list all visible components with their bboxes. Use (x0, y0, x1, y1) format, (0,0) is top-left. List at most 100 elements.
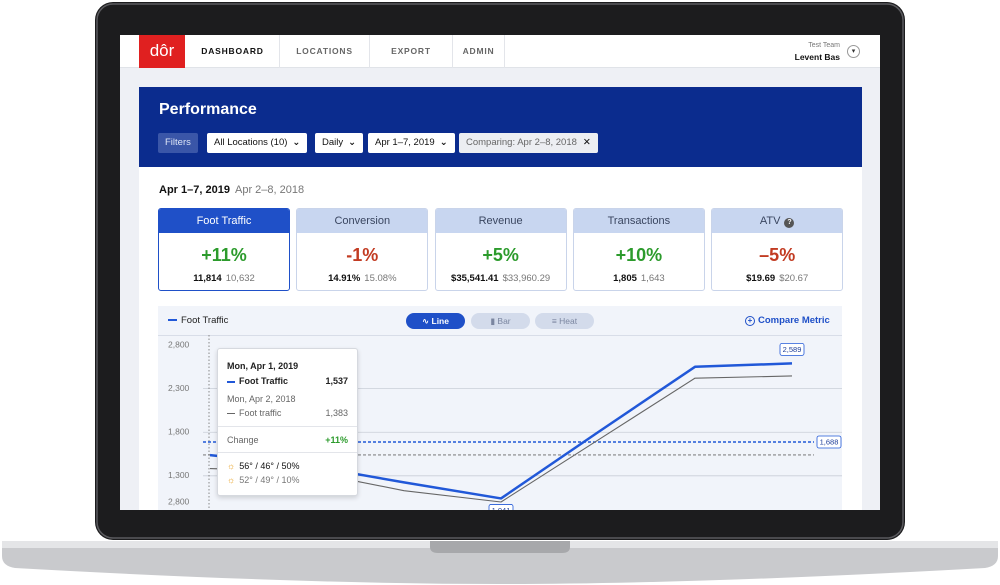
view-icon: ▮ (490, 316, 498, 326)
current-range: Apr 1–7, 2019 (159, 184, 230, 196)
metric-header: Conversion (297, 209, 428, 233)
legend-swatch (168, 319, 177, 322)
metric-header: Foot Traffic (159, 209, 289, 233)
change-value: +11% (325, 435, 348, 445)
filter-chip[interactable]: All Locations (10) ⌄ (207, 133, 308, 153)
metric-current: 1,805 (613, 273, 637, 284)
chart-divider (158, 335, 842, 336)
view-button[interactable]: ∿ Line (406, 313, 465, 329)
metric-card[interactable]: Revenue +5% $35,541.41 $33,960.29 (434, 208, 567, 291)
metric-change: +5% (482, 245, 519, 265)
nav-item[interactable]: LOCATIONS (280, 35, 370, 68)
dropdown-caret: ⌄ (292, 137, 301, 148)
panel-title: Performance (159, 101, 257, 118)
metric-header: ATV? (712, 209, 843, 233)
y-tick-label: 1,300 (168, 470, 190, 480)
logo[interactable]: dôr (139, 35, 185, 68)
callout-box (816, 435, 842, 449)
dropdown-caret: ⌄ (348, 137, 357, 148)
tooltip-compare-metric: Foot traffic (239, 408, 282, 418)
nav-item[interactable]: ADMIN (453, 35, 505, 68)
metric-values: 11,814 10,632 (159, 273, 289, 284)
y-tick-label: 2,800 (168, 339, 190, 349)
swatch (227, 413, 235, 415)
metric-values: 1,805 1,643 (574, 273, 704, 284)
divider (218, 452, 357, 453)
metric-name: Revenue (478, 215, 523, 227)
filter-chip[interactable]: Daily ⌄ (315, 133, 364, 153)
plus-icon: + (745, 316, 755, 326)
view-label: Bar (497, 316, 511, 326)
info-icon: ? (784, 218, 795, 228)
metric-name: Conversion (334, 215, 391, 227)
chart-legend: Foot Traffic (168, 315, 228, 326)
metric-current: $19.69 (746, 273, 776, 284)
metric-current: 14.91% (328, 273, 361, 284)
nav-item[interactable]: EXPORT (370, 35, 453, 68)
callout-box (488, 504, 514, 510)
legend-label: Foot Traffic (181, 315, 229, 326)
weather-row: ☼ 56° / 46° / 50% (227, 461, 300, 471)
change-label: Change (227, 435, 259, 445)
weather-row: ☼ 52° / 49° / 10% (227, 475, 300, 485)
view-button[interactable]: ▮ Bar (471, 313, 530, 329)
comparing: Comparing: Apr 2–8, 2018 (466, 137, 577, 148)
metric-header: Transactions (573, 209, 704, 233)
tooltip-date: Mon, Apr 1, 2019 (227, 361, 299, 371)
compare-metric[interactable]: + Compare Metric (745, 315, 830, 326)
previous-range: Apr 2–8, 2018 (235, 184, 305, 196)
metric-previous: 10,632 (225, 273, 255, 284)
metric-previous: 15.08% (364, 273, 397, 284)
metric-card[interactable]: Conversion -1% 14.91% 15.08% (296, 208, 429, 291)
tooltip: Mon, Apr 1, 2019 Foot Traffic 1,537 Mon, … (217, 348, 358, 496)
clear[interactable]: ✕ (582, 137, 591, 148)
metric-change: –5% (759, 245, 796, 265)
user-menu[interactable]: ▾ (847, 45, 860, 58)
metric-change: +10% (615, 245, 663, 265)
tooltip-value: 1,537 (325, 376, 348, 386)
metric-card[interactable]: Foot Traffic +11% 11,814 10,632 (158, 208, 290, 291)
metric-card[interactable]: ATV? –5% $19.69 $20.67 (711, 208, 844, 291)
metric-change: +11% (201, 245, 247, 265)
filter-chip[interactable]: Apr 1–7, 2019 ⌄ (368, 133, 455, 153)
callout-label: 1,688 (820, 437, 839, 446)
y-tick-label: 2,800 (168, 496, 190, 506)
filter-label: Apr 1–7, 2019 (375, 137, 435, 148)
view-icon: ∿ (422, 316, 432, 326)
metric-name: Foot Traffic (196, 215, 252, 227)
bezel-edge (96, 3, 904, 539)
weather-previous: 52° / 49° / 10% (239, 475, 300, 485)
tooltip-compare-value: 1,383 (325, 408, 348, 418)
metric-header: Revenue (435, 209, 566, 233)
metric-name: ATV (759, 215, 781, 227)
notch (430, 541, 570, 553)
panel-header (139, 87, 862, 167)
y-tick-label: 1,800 (168, 426, 190, 436)
dropdown-caret: ⌄ (439, 137, 448, 148)
tooltip-metric: Foot Traffic (239, 376, 288, 386)
filter-label: Daily (322, 137, 344, 148)
view-label: Heat (559, 316, 578, 326)
laptop-base (2, 541, 998, 584)
view-button[interactable]: ≡ Heat (535, 313, 594, 329)
filters-label[interactable]: Filters (158, 133, 198, 153)
user[interactable]: Levent Bas (794, 52, 840, 62)
tooltip-compare-date: Mon, Apr 2, 2018 (227, 394, 296, 404)
metric-card[interactable]: Transactions +10% 1,805 1,643 (572, 208, 705, 291)
compare-label: Compare Metric (758, 315, 830, 326)
comparing-chip[interactable]: Comparing: Apr 2–8, 2018 ✕ (459, 133, 598, 153)
weather-current: 56° / 46° / 50% (239, 461, 300, 471)
nav-item[interactable]: DASHBOARD (186, 35, 280, 68)
metric-previous: $33,960.29 (502, 273, 551, 284)
callout-box (779, 343, 805, 356)
y-tick-label: 2,300 (168, 383, 190, 393)
metric-current: 11,814 (193, 273, 222, 284)
view-label: Line (431, 316, 449, 326)
metric-name: Transactions (607, 215, 671, 227)
metric-values: $19.69 $20.67 (712, 273, 842, 284)
filter-label: All Locations (10) (214, 137, 288, 148)
callout-label: 2,589 (783, 345, 802, 354)
metric-values: $35,541.41 $33,960.29 (436, 273, 566, 284)
metric-change: -1% (346, 245, 379, 265)
metric-previous: 1,643 (640, 273, 665, 284)
